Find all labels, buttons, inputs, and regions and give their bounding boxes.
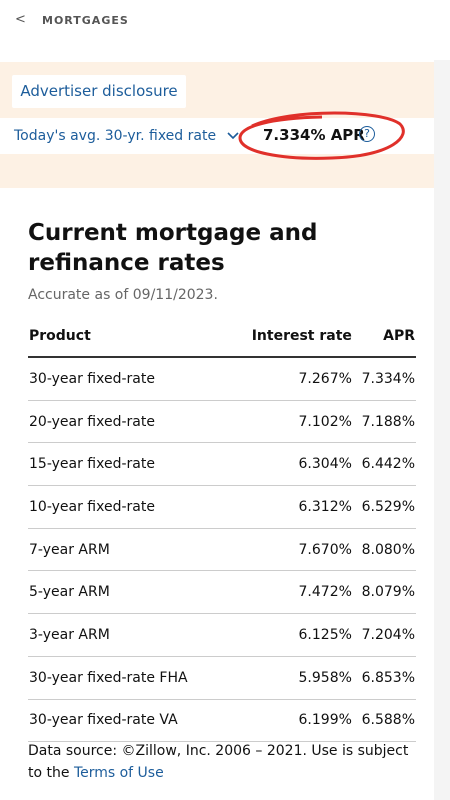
table-cell: 30-year fixed-rate FHA	[28, 656, 211, 700]
table-cell: 7.472%	[210, 570, 353, 615]
table-cell: 7.267%	[210, 357, 353, 401]
table-cell: 15-year fixed-rate	[28, 442, 211, 487]
table-cell: 6.442%	[352, 442, 416, 487]
column-header: Product	[28, 316, 211, 358]
table-cell: 3-year ARM	[28, 613, 211, 657]
table-row: 7-year ARM 7.670% 8.080%	[28, 528, 416, 572]
table-cell: 10-year fixed-rate	[28, 485, 211, 529]
table-cell: 7-year ARM	[28, 528, 211, 572]
table-row: 30-year fixed-rate FHA 5.958% 6.853%	[28, 656, 416, 700]
table-row: 20-year fixed-rate 7.102% 7.188%	[28, 400, 416, 444]
table-cell: 6.312%	[210, 485, 353, 529]
table-cell: 8.079%	[352, 570, 416, 615]
table-cell: 5.958%	[210, 656, 353, 700]
page-title: MORTGAGES	[42, 14, 129, 27]
table-cell: 5-year ARM	[28, 570, 211, 615]
table-row: 3-year ARM 6.125% 7.204%	[28, 613, 416, 657]
table-cell: 7.204%	[352, 613, 416, 657]
table-cell: 7.334%	[352, 357, 416, 401]
rates-table: Product Interest rate APR 30-year fixed-rat…	[28, 316, 416, 743]
table-cell: 6.125%	[210, 613, 353, 657]
table-cell: 6.529%	[352, 485, 416, 529]
column-header: APR	[352, 316, 416, 358]
table-cell: 7.670%	[210, 528, 353, 572]
table-row: 10-year fixed-rate 6.312% 6.529%	[28, 485, 416, 529]
top-bar: < MORTGAGES	[0, 0, 450, 60]
table-row: 30-year fixed-rate VA 6.199% 6.588%	[28, 699, 416, 743]
header-row: Product Interest rate APR	[28, 316, 416, 358]
table-cell: 20-year fixed-rate	[28, 400, 211, 444]
table-cell: 6.853%	[352, 656, 416, 700]
card-subtitle: Accurate as of 09/11/2023.	[28, 287, 218, 303]
card-title: Current mortgage and refinance rates	[28, 220, 318, 276]
rate-dropdown[interactable]: Today's avg. 30-yr. fixed rate	[14, 128, 217, 144]
help-icon[interactable]: ?	[359, 126, 375, 142]
table-cell: 30-year fixed-rate	[28, 357, 211, 401]
red-circle	[238, 111, 405, 160]
table-cell: 8.080%	[352, 528, 416, 572]
table-cell: 7.102%	[210, 400, 353, 444]
table-cell: 30-year fixed-rate VA	[28, 699, 211, 743]
footer-text: Data source: ©Zillow, Inc. 2006 – 2021. …	[28, 743, 409, 781]
avg-apr: 7.334% APR	[263, 126, 365, 144]
column-header: Interest rate	[210, 316, 353, 358]
footer: Data source: ©Zillow, Inc. 2006 – 2021. …	[28, 740, 418, 784]
table-cell: 7.188%	[352, 400, 416, 444]
table-cell: 6.199%	[210, 699, 353, 743]
terms-link[interactable]: Terms of Use	[73, 765, 164, 781]
table-row: 5-year ARM 7.472% 8.079%	[28, 570, 416, 615]
table-cell: 6.588%	[352, 699, 416, 743]
disclosure-button[interactable]: Advertiser disclosure	[12, 75, 186, 108]
back-button[interactable]: <	[15, 12, 26, 27]
table-cell: 6.304%	[210, 442, 353, 487]
table-row: 30-year fixed-rate 7.267% 7.334%	[28, 357, 416, 401]
edge-strip	[434, 0, 450, 800]
table-row: 15-year fixed-rate 6.304% 6.442%	[28, 442, 416, 487]
chevron	[227, 132, 239, 140]
